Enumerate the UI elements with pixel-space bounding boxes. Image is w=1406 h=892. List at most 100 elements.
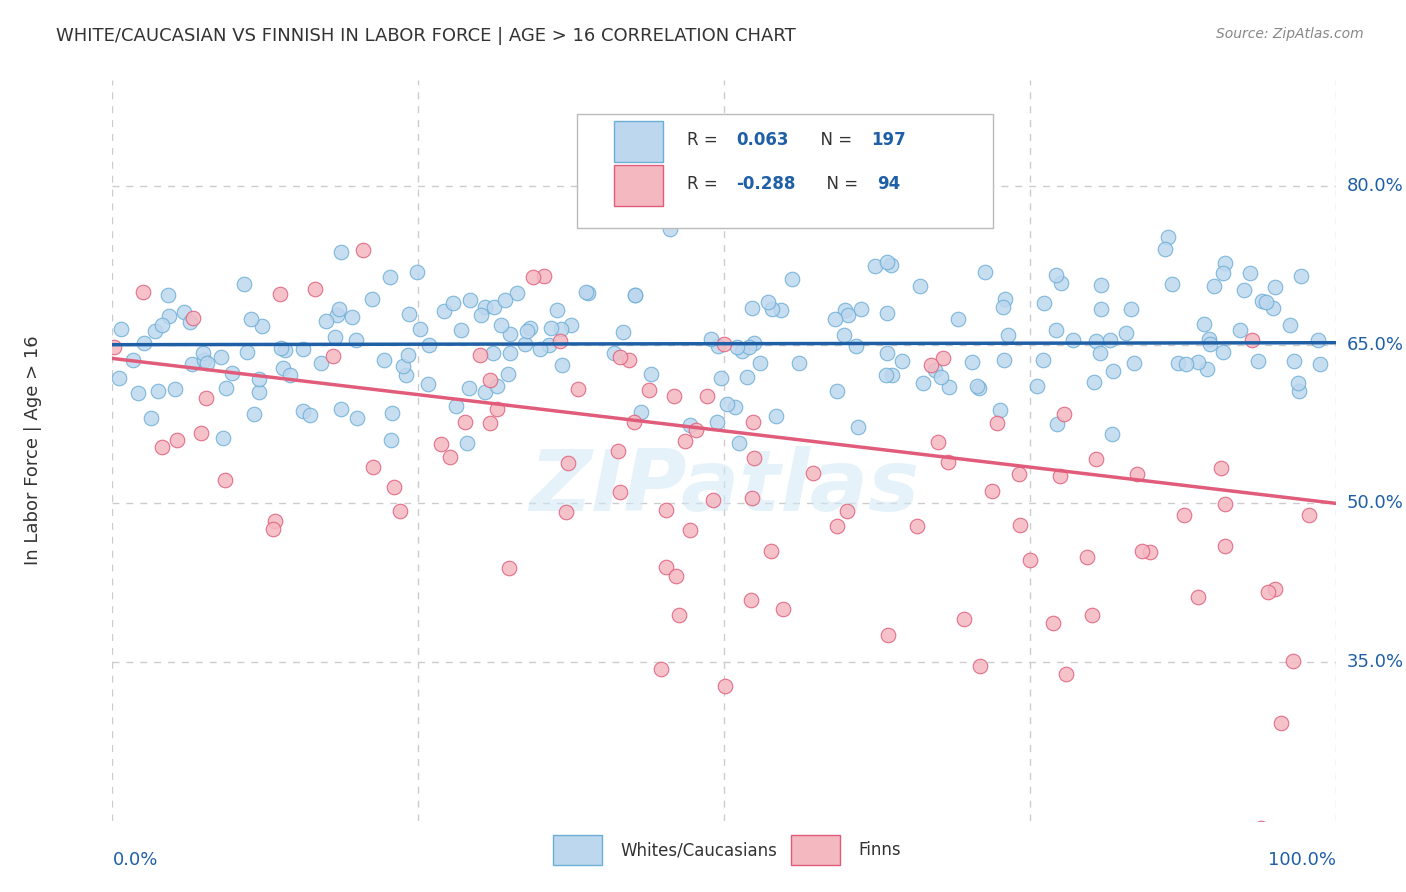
- Point: [515, 337, 537, 351]
- Point: [278, 368, 301, 383]
- Point: [1139, 545, 1161, 559]
- Point: [1212, 266, 1234, 280]
- Point: [801, 466, 824, 480]
- Point: [905, 519, 928, 533]
- Point: [749, 356, 772, 370]
- Point: [1161, 277, 1184, 291]
- Point: [498, 560, 520, 574]
- Point: [993, 353, 1015, 368]
- Point: [946, 312, 969, 326]
- Point: [706, 415, 728, 429]
- Point: [1008, 467, 1031, 482]
- Point: [920, 358, 942, 372]
- Point: [1167, 356, 1189, 370]
- Point: [1309, 357, 1331, 371]
- Point: [617, 352, 640, 367]
- Point: [328, 301, 350, 316]
- Point: [381, 406, 404, 420]
- Point: [304, 282, 326, 296]
- Point: [540, 321, 562, 335]
- Point: [416, 377, 439, 392]
- Text: WHITE/CAUCASIAN VS FINNISH IN LABOR FORCE | AGE > 16 CORRELATION CHART: WHITE/CAUCASIAN VS FINNISH IN LABOR FORC…: [56, 27, 796, 45]
- Point: [264, 514, 287, 528]
- Point: [742, 450, 765, 465]
- Point: [557, 456, 579, 470]
- Point: [548, 334, 571, 348]
- Point: [772, 602, 794, 616]
- Point: [1045, 268, 1067, 283]
- Point: [1254, 294, 1277, 309]
- Point: [1264, 280, 1286, 294]
- Point: [215, 381, 238, 395]
- Point: [567, 382, 589, 396]
- Point: [1264, 582, 1286, 596]
- Point: [516, 324, 538, 338]
- Point: [761, 301, 783, 316]
- Point: [770, 303, 793, 318]
- Point: [765, 409, 787, 423]
- Point: [624, 287, 647, 301]
- Point: [474, 385, 496, 400]
- Point: [1154, 242, 1177, 256]
- Point: [1008, 517, 1031, 532]
- Point: [1289, 268, 1312, 283]
- Text: 94: 94: [877, 175, 900, 193]
- Point: [756, 295, 779, 310]
- Point: [990, 402, 1012, 417]
- FancyBboxPatch shape: [614, 121, 664, 161]
- Point: [1199, 337, 1222, 351]
- Point: [433, 303, 456, 318]
- Point: [1115, 326, 1137, 340]
- Point: [702, 493, 724, 508]
- Point: [479, 373, 502, 387]
- Text: 0.0%: 0.0%: [112, 851, 157, 869]
- Point: [214, 473, 236, 487]
- Text: R =: R =: [688, 175, 724, 193]
- Point: [685, 423, 707, 437]
- Point: [1247, 353, 1270, 368]
- Point: [181, 310, 204, 325]
- Point: [560, 318, 582, 332]
- Point: [537, 338, 560, 352]
- Point: [953, 611, 976, 625]
- Point: [1049, 276, 1071, 290]
- Point: [1195, 362, 1218, 376]
- Point: [221, 366, 243, 380]
- Point: [679, 523, 702, 537]
- Point: [378, 269, 401, 284]
- Point: [546, 303, 568, 318]
- Point: [927, 434, 949, 449]
- Point: [655, 503, 678, 517]
- Point: [929, 370, 952, 384]
- Point: [108, 371, 131, 385]
- Point: [890, 353, 912, 368]
- Point: [997, 328, 1019, 343]
- Point: [1056, 667, 1078, 681]
- Point: [127, 386, 149, 401]
- Point: [759, 544, 782, 558]
- Point: [1090, 278, 1112, 293]
- Point: [576, 286, 599, 301]
- Point: [1198, 332, 1220, 346]
- Point: [262, 522, 284, 536]
- Point: [1130, 544, 1153, 558]
- Point: [1194, 317, 1216, 331]
- Point: [824, 311, 846, 326]
- Point: [157, 309, 180, 323]
- Point: [1298, 508, 1320, 522]
- Point: [993, 301, 1015, 315]
- Point: [506, 285, 529, 300]
- Point: [1053, 407, 1076, 421]
- Point: [837, 309, 859, 323]
- Point: [519, 321, 541, 335]
- Point: [1257, 585, 1279, 599]
- Point: [1288, 376, 1310, 391]
- Point: [845, 339, 868, 353]
- Point: [714, 679, 737, 693]
- Point: [195, 356, 218, 370]
- Point: [250, 318, 273, 333]
- Point: [1102, 364, 1125, 378]
- Point: [1084, 451, 1107, 466]
- Point: [1042, 616, 1064, 631]
- Point: [1033, 295, 1056, 310]
